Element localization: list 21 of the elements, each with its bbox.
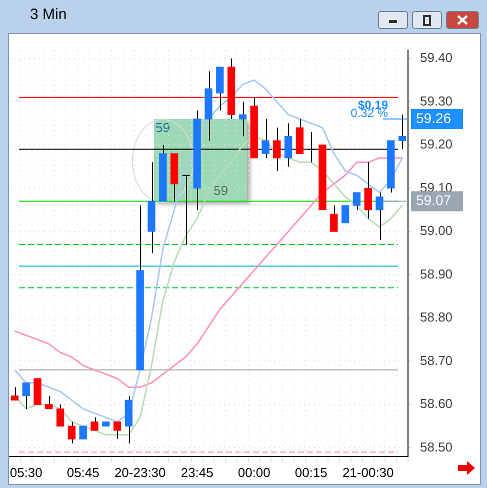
x-tick-label: 20-23:30	[114, 464, 166, 480]
x-tick-label: 05:45	[66, 464, 100, 480]
ref-line-label: 59.26	[416, 110, 452, 126]
x-tick-label: 00:00	[238, 464, 270, 480]
y-tick-label: 59.40	[420, 50, 453, 66]
x-tick-label: 23:45	[180, 464, 214, 480]
y-tick-label: 58.80	[420, 310, 453, 325]
y-tick-label: 59.20	[420, 136, 453, 152]
y-tick-label: 59.00	[420, 223, 453, 238]
y-tick-label: 59.30	[420, 93, 453, 108]
annotation: 59	[214, 183, 228, 198]
x-tick-label: 21-00:30	[342, 464, 394, 480]
y-tick-label: 58.60	[420, 396, 453, 412]
y-tick-label: 58.70	[420, 352, 453, 368]
y-tick-label: 58.90	[420, 266, 453, 282]
y-tick-label: 58.50	[420, 439, 453, 454]
chart-title: 3 Min	[30, 6, 67, 23]
x-tick-label: 05:30	[10, 464, 42, 480]
annotation: 59	[156, 120, 170, 135]
x-tick-label: 00:15	[294, 464, 328, 480]
ref-line-label: 59.07	[416, 192, 452, 208]
